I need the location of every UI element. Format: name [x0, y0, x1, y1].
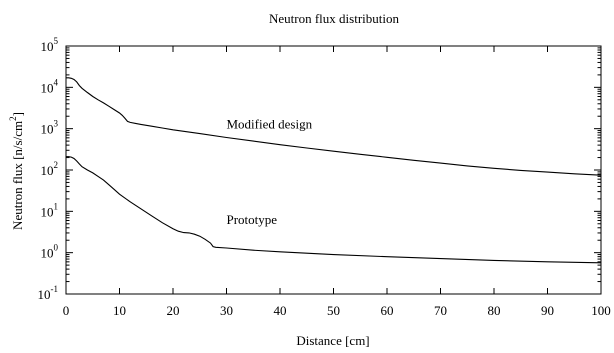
x-tick-label: 30 [220, 303, 233, 318]
y-axis-title-base: Neutron flux [n/s/cm [10, 121, 25, 230]
x-tick-label: 50 [327, 303, 340, 318]
x-tick-label: 60 [381, 303, 394, 318]
series-line-prototype [66, 156, 602, 264]
y-axis-title-close: ] [10, 112, 25, 116]
x-tick-label: 100 [591, 303, 611, 318]
series-layer: Modified design Prototype [66, 77, 602, 264]
x-tick-label: 0 [63, 303, 70, 318]
x-tick-label: 90 [541, 303, 554, 318]
series-label-modified-design: Modified design [227, 117, 313, 132]
y-tick-label: 104 [41, 77, 59, 95]
x-tick-label: 80 [488, 303, 501, 318]
x-tick-label: 10 [113, 303, 126, 318]
y-axis: 10-1 100 101 102 103 104 105 [38, 36, 601, 302]
series-line-modified-design [66, 77, 602, 176]
x-axis-title: Distance [cm] [296, 333, 369, 348]
y-tick-label: 10-1 [38, 284, 59, 302]
y-tick-label: 103 [41, 119, 59, 137]
y-tick-label: 101 [41, 201, 59, 219]
x-tick-label: 70 [434, 303, 447, 318]
series-label-prototype: Prototype [227, 212, 278, 227]
y-tick-label: 105 [41, 36, 59, 54]
x-axis: 0 10 20 30 40 50 60 70 80 90 100 [63, 46, 611, 318]
x-tick-label: 20 [167, 303, 180, 318]
y-axis-title: Neutron flux [n/s/cm2] [8, 112, 25, 230]
chart-title: Neutron flux distribution [269, 11, 399, 26]
y-tick-label: 102 [41, 160, 59, 178]
y-tick-label: 100 [41, 243, 59, 261]
y-axis-title-exponent: 2 [8, 116, 18, 121]
x-tick-label: 40 [274, 303, 287, 318]
